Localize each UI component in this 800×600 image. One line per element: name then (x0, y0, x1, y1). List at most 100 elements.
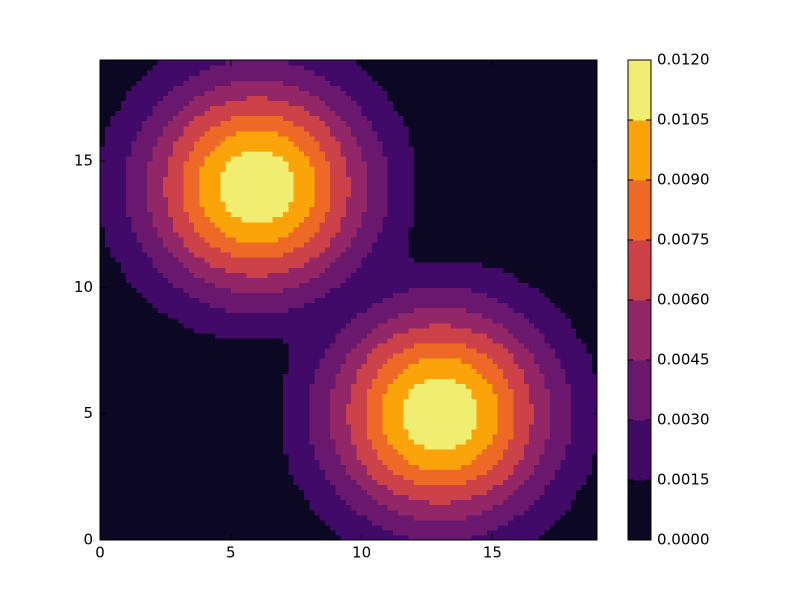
contour-cell (528, 358, 535, 364)
contour-cell (450, 504, 457, 511)
contour-cell (445, 241, 452, 248)
contour-cell (471, 494, 478, 501)
contour-cell (591, 464, 598, 470)
contour-cell (586, 388, 593, 395)
contour-cell (361, 171, 368, 177)
contour-cell (492, 342, 499, 349)
contour-cell (241, 287, 248, 294)
contour-cell (314, 519, 321, 526)
contour-cell (408, 221, 415, 228)
contour-cell (173, 272, 180, 278)
contour-cell (304, 211, 310, 218)
contour-cell (413, 302, 420, 309)
contour-cell (340, 332, 347, 339)
contour-cell (220, 342, 227, 349)
contour-cell (581, 428, 588, 435)
contour-cell (262, 226, 269, 233)
contour-cell (183, 166, 190, 172)
contour-cell (105, 277, 112, 283)
contour-cell (487, 413, 493, 420)
contour-cell (188, 201, 195, 208)
contour-cell (309, 181, 316, 187)
contour-cell (508, 337, 514, 344)
contour-cell (351, 201, 357, 208)
contour-cell (183, 332, 190, 339)
contour-cell (272, 378, 279, 384)
contour-cell (131, 161, 138, 167)
contour-cell (314, 449, 321, 455)
contour-cell (565, 348, 572, 354)
contour-cell (309, 524, 316, 531)
contour-cell (209, 241, 216, 248)
contour-cell (105, 282, 112, 288)
contour-cell (225, 322, 232, 329)
contour-cell (560, 312, 567, 319)
contour-cell (565, 383, 572, 390)
contour-cell (586, 322, 593, 329)
contour-cell (131, 267, 138, 273)
contour-cell (220, 206, 227, 213)
contour-cell (330, 403, 337, 410)
contour-cell (330, 428, 337, 435)
contour-cell (120, 277, 127, 283)
contour-cell (173, 191, 180, 198)
contour-cell (487, 267, 493, 273)
contour-cell (225, 252, 232, 258)
contour-cell (304, 388, 310, 395)
contour-cell (340, 534, 347, 541)
contour-cell (408, 408, 415, 415)
contour-cell (471, 524, 478, 531)
contour-cell (555, 524, 561, 531)
contour-cell (314, 277, 321, 283)
contour-cell (392, 246, 399, 253)
contour-cell (434, 262, 441, 268)
contour-cell (419, 231, 425, 238)
contour-cell (293, 206, 300, 213)
contour-cell (377, 191, 384, 198)
contour-cell (487, 257, 493, 263)
contour-cell (555, 408, 561, 415)
contour-cell (382, 388, 389, 395)
contour-cell (366, 444, 373, 450)
contour-cell (188, 181, 195, 187)
contour-cell (534, 287, 541, 294)
contour-cell (523, 277, 530, 283)
contour-cell (188, 206, 195, 213)
contour-cell (361, 262, 368, 268)
contour-cell (555, 534, 561, 541)
contour-cell (314, 332, 321, 339)
contour-cell (591, 317, 598, 324)
contour-cell (225, 272, 232, 278)
contour-cell (283, 181, 289, 187)
contour-cell (487, 454, 493, 460)
contour-cell (471, 353, 478, 359)
contour-cell (434, 322, 441, 329)
contour-cell (476, 504, 483, 511)
contour-cell (298, 342, 305, 349)
contour-cell (183, 241, 190, 248)
contour-cell (304, 378, 310, 384)
contour-cell (466, 337, 473, 344)
contour-cell (403, 509, 410, 516)
contour-cell (481, 252, 488, 258)
contour-cell (481, 378, 488, 384)
contour-cell (293, 166, 300, 172)
contour-cell (502, 337, 509, 344)
contour-cell (241, 317, 248, 324)
contour-cell (476, 403, 483, 410)
contour-cell (434, 312, 441, 319)
contour-cell (581, 454, 588, 460)
contour-cell (283, 236, 289, 243)
contour-cell (434, 221, 441, 228)
contour-cell (366, 262, 373, 268)
contour-cell (351, 368, 357, 374)
contour-cell (277, 317, 284, 324)
contour-cell (565, 312, 572, 319)
contour-cell (356, 479, 363, 486)
contour-cell (152, 257, 159, 263)
contour-cell (419, 378, 425, 384)
contour-cell (351, 469, 357, 475)
contour-cell (283, 287, 289, 294)
contour-cell (361, 287, 368, 294)
contour-cell (361, 494, 368, 501)
